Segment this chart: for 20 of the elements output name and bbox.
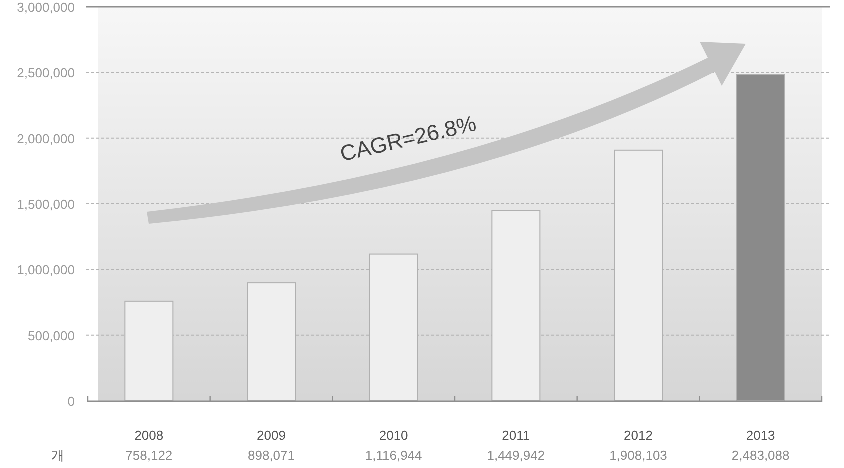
data-label: 758,122: [126, 448, 173, 463]
y-tick-label: 1,000,000: [17, 262, 75, 278]
x-tick-label: 2009: [257, 428, 286, 443]
x-tick-label: 2013: [746, 428, 776, 443]
y-tick-label: 0: [68, 394, 75, 409]
x-tick-label: 2010: [379, 428, 408, 443]
text: 개: [52, 448, 64, 463]
data-label: 898,071: [248, 448, 295, 463]
data-label: 1,116,944: [365, 448, 422, 463]
y-tick-label: 500,000: [28, 328, 75, 344]
y-tick-label: 3,000,000: [17, 0, 75, 15]
y-tick-label: 2,000,000: [17, 131, 75, 146]
x-tick-label: 2011: [502, 428, 530, 443]
data-label: 1,908,103: [610, 448, 668, 463]
data-label: 1,449,942: [487, 448, 546, 463]
x-tick-label: 2012: [624, 428, 653, 443]
y-tick-label: 1,500,000: [17, 197, 75, 212]
data-label: 2,483,088: [732, 448, 790, 463]
x-tick-label: 2008: [134, 428, 164, 443]
y-tick-label: 2,500,000: [17, 66, 75, 81]
